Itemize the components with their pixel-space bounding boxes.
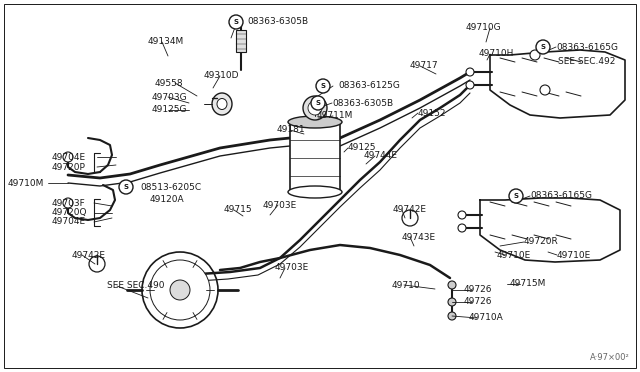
- Circle shape: [170, 280, 190, 300]
- Text: 49704E: 49704E: [52, 218, 86, 227]
- Text: 08363-6305B: 08363-6305B: [247, 17, 308, 26]
- Text: 49717: 49717: [410, 61, 438, 71]
- Circle shape: [63, 198, 73, 208]
- Text: 49703F: 49703F: [52, 199, 86, 208]
- Text: SEE SEC.490: SEE SEC.490: [107, 282, 164, 291]
- Text: 49703E: 49703E: [263, 201, 297, 209]
- Text: 49715M: 49715M: [510, 279, 547, 289]
- Ellipse shape: [212, 93, 232, 115]
- Text: 49711M: 49711M: [317, 112, 353, 121]
- Ellipse shape: [217, 99, 227, 109]
- Circle shape: [150, 260, 210, 320]
- Text: S: S: [234, 19, 239, 25]
- Text: 08363-6305B: 08363-6305B: [332, 99, 393, 108]
- Text: 49703E: 49703E: [275, 263, 309, 273]
- Text: 49720R: 49720R: [524, 237, 559, 247]
- Text: 49710E: 49710E: [557, 250, 591, 260]
- Circle shape: [119, 180, 133, 194]
- Text: A·97×00²: A·97×00²: [590, 353, 630, 362]
- Circle shape: [63, 152, 73, 162]
- Text: SEE SEC.492: SEE SEC.492: [558, 57, 616, 65]
- Text: 08513-6205C: 08513-6205C: [140, 183, 201, 192]
- Text: S: S: [513, 193, 518, 199]
- Bar: [155, 62, 285, 160]
- Text: 49710E: 49710E: [497, 250, 531, 260]
- Text: S: S: [124, 184, 129, 190]
- Circle shape: [229, 15, 243, 29]
- Text: 49720Q: 49720Q: [52, 208, 88, 218]
- Text: 49743E: 49743E: [402, 232, 436, 241]
- Text: 49181: 49181: [277, 125, 306, 135]
- Text: 49710M: 49710M: [8, 179, 44, 187]
- Text: 49742E: 49742E: [72, 250, 106, 260]
- Circle shape: [142, 252, 218, 328]
- Text: 49710G: 49710G: [466, 23, 502, 32]
- Text: 49715: 49715: [224, 205, 253, 215]
- Bar: [290, 122, 340, 192]
- Text: 49152: 49152: [418, 109, 447, 118]
- Circle shape: [458, 224, 466, 232]
- Circle shape: [509, 189, 523, 203]
- Text: S: S: [316, 100, 321, 106]
- Circle shape: [530, 50, 540, 60]
- Text: 49710H: 49710H: [479, 49, 515, 58]
- Text: 49558: 49558: [155, 78, 184, 87]
- Text: 49726: 49726: [464, 298, 493, 307]
- Text: 49134M: 49134M: [148, 38, 184, 46]
- Text: 49704E: 49704E: [52, 153, 86, 161]
- Text: 08363-6165G: 08363-6165G: [530, 192, 592, 201]
- Bar: [236, 30, 246, 52]
- Circle shape: [466, 68, 474, 76]
- Circle shape: [311, 96, 325, 110]
- Circle shape: [458, 211, 466, 219]
- Circle shape: [536, 40, 550, 54]
- Circle shape: [308, 101, 322, 115]
- Circle shape: [303, 96, 327, 120]
- Bar: [60, 192, 200, 304]
- Text: 49720P: 49720P: [52, 163, 86, 171]
- Circle shape: [448, 298, 456, 306]
- Circle shape: [402, 210, 418, 226]
- Circle shape: [448, 281, 456, 289]
- Text: 49744E: 49744E: [364, 151, 398, 160]
- Text: 49703G: 49703G: [152, 93, 188, 102]
- Text: S: S: [541, 44, 545, 50]
- Circle shape: [316, 79, 330, 93]
- Text: S: S: [321, 83, 326, 89]
- Text: 49310D: 49310D: [204, 71, 239, 80]
- Text: 49742E: 49742E: [393, 205, 427, 215]
- Ellipse shape: [288, 116, 342, 128]
- Circle shape: [466, 81, 474, 89]
- Circle shape: [448, 312, 456, 320]
- Ellipse shape: [288, 186, 342, 198]
- Text: 49710: 49710: [392, 280, 420, 289]
- Text: 49726: 49726: [464, 285, 493, 295]
- Text: 49125G: 49125G: [152, 106, 188, 115]
- Text: 08363-6125G: 08363-6125G: [338, 81, 400, 90]
- Circle shape: [540, 85, 550, 95]
- Text: 49710A: 49710A: [469, 314, 504, 323]
- Text: 49125: 49125: [348, 144, 376, 153]
- Circle shape: [89, 256, 105, 272]
- Text: 08363-6165G: 08363-6165G: [556, 42, 618, 51]
- Text: 49120A: 49120A: [150, 195, 184, 203]
